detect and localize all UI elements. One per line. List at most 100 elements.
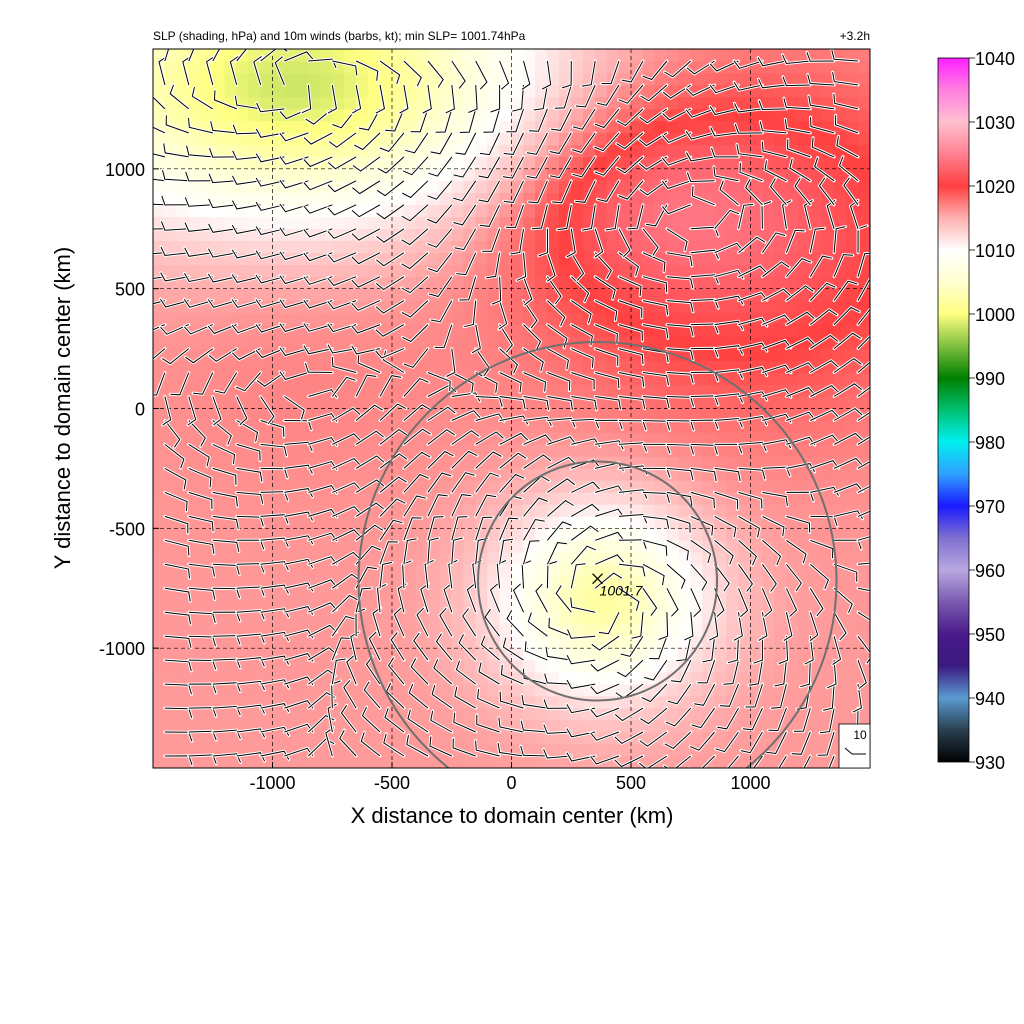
slp-cell [367,384,381,397]
wind-barb [305,108,333,125]
wind-barb [188,539,215,554]
slp-cell [188,360,202,373]
slp-cell [379,647,393,661]
wind-barb [212,49,220,62]
slp-cell [786,420,799,433]
wind-barb [566,228,576,258]
slp-cell [798,420,811,433]
wind-barb [666,539,689,561]
slp-cell [451,120,464,134]
slp-cell [403,252,417,265]
slp-cell [750,444,763,457]
slp-cell [774,372,787,385]
slp-cell [403,611,417,625]
slp-cell [714,552,727,565]
wind-barb [502,156,524,179]
wind-barb [236,657,265,667]
slp-cell [355,168,369,182]
slp-cell [499,288,512,301]
slp-cell [702,384,715,397]
slp-cell [463,528,476,541]
slp-cell [308,707,321,721]
slp-cell [331,468,345,481]
wind-barb [458,634,477,661]
wind-barb [642,372,669,386]
slp-cell [153,695,166,709]
slp-cell [343,468,357,481]
slp-cell [654,192,668,206]
slp-cell [857,420,870,433]
wind-barb [595,372,620,389]
slp-cell [475,252,488,265]
slp-cell [451,671,464,685]
slp-cell [415,528,429,541]
slp-cell [272,336,285,349]
wind-barb [393,607,405,637]
slp-cell [153,444,166,457]
wind-barb [454,686,476,709]
slp-cell [355,396,369,409]
wind-barb [644,659,668,681]
slp-cell [176,623,190,637]
wind-barb [284,488,313,498]
slp-cell [379,264,393,277]
slp-cell [212,216,225,230]
slp-cell [582,408,596,421]
slp-cell [547,49,560,62]
slp-cell [200,683,214,697]
slp-cell [809,84,823,98]
wind-barb [390,632,405,661]
wind-barb [551,108,572,131]
slp-cell [153,540,166,553]
wind-barb [260,703,290,713]
slp-cell [272,84,285,98]
wind-barb [401,300,429,318]
slp-cell [487,456,500,469]
wind-barb [595,348,619,366]
wind-barb [547,521,572,541]
slp-cell [475,288,488,301]
slp-cell [606,719,620,733]
slp-cell [176,336,190,349]
slp-cell [798,324,811,337]
slp-cell [355,671,369,685]
wind-barb [376,583,387,613]
slp-cell [188,623,202,637]
slp-cell [690,731,703,745]
slp-cell [200,420,214,433]
wind-barb [260,655,290,665]
slp-cell [439,635,453,649]
slp-cell [379,108,393,122]
slp-cell [308,755,321,768]
slp-cell [212,528,225,541]
wind-barb [379,375,402,397]
slp-cell [750,108,763,122]
wind-barb [284,535,314,545]
slp-cell [308,683,321,697]
slp-cell [236,372,249,385]
slp-cell [451,336,464,349]
wind-barb [521,695,548,709]
slp-cell [559,743,572,757]
slp-cell [750,204,763,218]
slp-cell [176,719,190,733]
slp-cell [798,240,811,254]
slp-cell [559,611,572,625]
wind-barb [402,156,429,176]
slp-cell [786,300,799,313]
slp-cell [821,84,835,98]
slp-cell [523,707,536,721]
wind-barb [614,707,644,722]
slp-cell [606,240,620,254]
slp-cell [451,587,464,601]
wind-barb [427,450,454,469]
wind-barb [184,247,213,257]
slp-cell [415,659,429,673]
slp-cell [260,288,273,301]
wind-barb [327,300,357,310]
slp-cell [738,468,751,481]
wind-barb [433,659,453,685]
wind-barb [506,610,524,637]
slp-cell [702,204,715,218]
slp-cell [272,432,285,445]
